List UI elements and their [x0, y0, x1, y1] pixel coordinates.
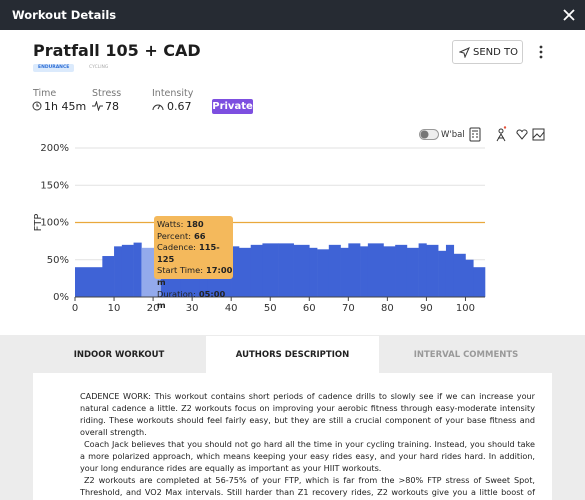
tag: ENDURANCE — [33, 64, 75, 72]
interval-bar — [231, 246, 240, 297]
interval-bar — [348, 243, 361, 297]
stat-value: 78 — [105, 100, 119, 113]
y-tick-label: 0% — [53, 292, 69, 303]
tooltip-row: Start Time: 17:00 m — [157, 265, 233, 288]
interval-bar — [426, 244, 439, 297]
wbal-toggle[interactable] — [419, 129, 439, 140]
tooltip-value: 180 — [186, 219, 204, 229]
interval-bar — [293, 244, 310, 297]
workout-name: Pratfall 105 + CAD — [33, 41, 201, 60]
interval-bar — [438, 250, 447, 297]
description: CADENCE WORK: This workout contains shor… — [80, 390, 535, 500]
interval-bar — [465, 259, 474, 297]
interval-bar — [239, 247, 252, 297]
interval-bar — [262, 243, 279, 297]
interval-bar — [75, 267, 103, 297]
x-tick-label: 20 — [147, 303, 160, 314]
send-button[interactable]: SEND TO — [452, 40, 523, 64]
tab[interactable]: INDOOR WORKOUT — [73, 350, 165, 360]
close-button[interactable] — [562, 8, 576, 22]
stat-label: Stress — [92, 88, 122, 99]
interval-bar — [473, 267, 486, 297]
interval-bar — [383, 246, 396, 297]
x-tick-label: 90 — [420, 303, 433, 314]
paragraph: Coach Jack believes that you should not … — [80, 439, 535, 473]
tooltip-label: Duration: — [157, 288, 196, 299]
tooltip-value: 66 — [194, 230, 206, 241]
visibility-badge: Private — [212, 99, 253, 114]
y-tick-label: 50% — [47, 255, 69, 266]
x-tick-label: 80 — [381, 303, 394, 314]
description-card — [33, 373, 552, 500]
x-tick-label: 40 — [225, 303, 238, 314]
send-label: SEND TO — [473, 47, 519, 58]
tooltip-row: Watts: 180 — [157, 219, 233, 231]
y-tick-label: 200% — [40, 143, 69, 154]
interval-bar — [133, 242, 142, 297]
x-tick-label: 10 — [108, 303, 121, 314]
tooltip-value: 05:00 m — [157, 288, 226, 311]
tooltip-label: Cadence: — [157, 242, 196, 253]
y-tick-label: 100% — [40, 218, 69, 229]
tooltip-row: Duration: 05:00 m — [157, 289, 233, 312]
interval-bar — [309, 247, 318, 297]
paragraph: CADENCE WORK: This workout contains shor… — [80, 391, 535, 437]
tooltip-label: Watts: — [157, 219, 184, 229]
tooltip-label: Percent: — [157, 230, 192, 241]
x-tick-label: 0 — [72, 303, 78, 314]
interval-bar — [367, 243, 384, 297]
stat-value: 0.67 — [167, 100, 192, 113]
interval-bar — [250, 244, 263, 297]
interval-bar — [102, 256, 115, 297]
interval-bar — [406, 247, 419, 297]
tooltip-label: Start Time: — [157, 265, 204, 276]
more-menu[interactable] — [537, 44, 545, 60]
x-tick-label: 50 — [264, 303, 277, 314]
toggle-label: W'bal — [441, 130, 465, 140]
gauge-icon — [152, 104, 164, 111]
interval-bar — [453, 253, 466, 297]
interval-bar — [418, 243, 427, 297]
x-tick-label: 60 — [303, 303, 316, 314]
x-tick-label: 100 — [456, 303, 475, 314]
interval-bar — [445, 244, 455, 297]
tab[interactable]: INTERVAL COMMENTS — [413, 350, 519, 360]
tag: CYCLING — [89, 65, 109, 70]
x-tick-label: 70 — [342, 303, 355, 314]
x-tick-label: 30 — [186, 303, 199, 314]
clock-icon — [32, 101, 42, 111]
interval-bar — [278, 243, 294, 297]
tooltip-row: Cadence: 115-125 — [157, 242, 233, 265]
interval-bar — [340, 247, 349, 297]
tooltip-row: Percent: 66 — [157, 231, 233, 243]
interval-tooltip: Watts: 180 Percent: 66 Cadence: 115-125 Start … — [154, 216, 233, 310]
active-tab-bg — [206, 336, 379, 374]
tab[interactable]: AUTHORS DESCRIPTION — [235, 350, 350, 360]
tooltip-value: 17:00 m — [157, 265, 233, 287]
tooltip-value: 115-125 — [157, 242, 220, 264]
interval-bar — [114, 246, 123, 297]
y-axis-label: FTP — [33, 214, 44, 232]
stat-label: Intensity — [152, 88, 194, 99]
interval-bar — [317, 249, 330, 297]
stat-label: Time — [33, 88, 57, 99]
paragraph: Z2 workouts are completed at 56-75% of y… — [80, 475, 535, 500]
interval-bar — [328, 244, 341, 297]
activity-icon — [92, 101, 103, 111]
stat-value: 1h 45m — [44, 100, 87, 113]
interval-bar — [395, 244, 408, 297]
y-tick-label: 150% — [40, 180, 69, 191]
modal-title: Workout Details — [12, 8, 117, 22]
interval-bar — [360, 246, 369, 297]
workout-chart: 0% 50% 100% 150% 200% FTP 0 10 20 30 40 50 60 70 80 90 1… — [33, 143, 486, 314]
send-icon — [459, 47, 470, 58]
header-bar: Workout Details — [0, 0, 585, 30]
interval-bar — [121, 244, 134, 297]
chart-tools[interactable] — [469, 126, 549, 144]
